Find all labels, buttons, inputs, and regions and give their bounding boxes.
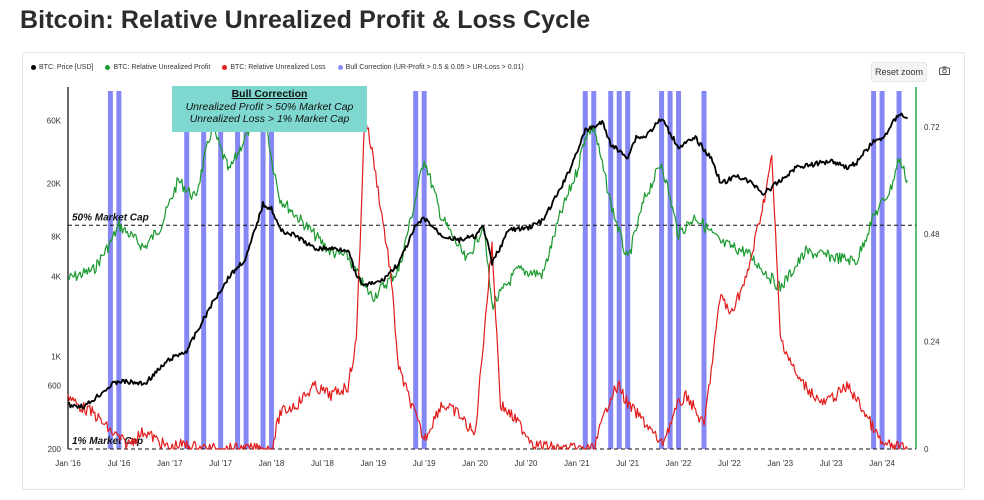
x-tick-label: Jan '17 — [157, 459, 183, 468]
bull-correction-band — [676, 91, 682, 449]
chart-svg: 200 600 1K 4K 8K 20K 60K 0 0.24 0.48 0.72 Jan '16 Ju… — [47, 87, 940, 468]
bull-correction-band — [591, 91, 597, 449]
x-tick-label: Jan '23 — [768, 459, 794, 468]
y-left-tick-label: 4K — [51, 272, 61, 281]
bull-correction-band — [235, 91, 241, 449]
x-tick-label: Jul '18 — [311, 459, 334, 468]
legend-item-profit[interactable]: BTC: Relative Unrealized Profit — [105, 64, 210, 71]
y-left-tick-label: 20K — [47, 180, 62, 189]
bull-correction-band — [201, 91, 207, 449]
y-right-tick-label: 0.48 — [924, 230, 940, 239]
reference-line-label: 1% Market Cap — [72, 436, 143, 447]
camera-icon[interactable] — [939, 66, 950, 75]
legend-item-loss[interactable]: BTC: Relative Unrealized Loss — [222, 64, 326, 71]
legend-label-bull-correction: Bull Correction (UR-Profit > 0.5 & 0.05 … — [345, 64, 524, 71]
x-tick-label: Jul '21 — [616, 459, 639, 468]
bull-correction-band — [879, 91, 885, 449]
bull-correction-band — [616, 91, 622, 449]
bull-correction-band — [896, 91, 902, 449]
bull-correction-band — [116, 91, 122, 449]
bull-correction-band — [243, 91, 249, 449]
annotation-title: Bull Correction — [231, 88, 308, 100]
y-right-tick-label: 0 — [924, 445, 929, 454]
y-right-tick-label: 0.72 — [924, 123, 940, 132]
legend-item-price[interactable]: BTC: Price [USD] — [31, 64, 93, 71]
bull-correction-band — [659, 91, 665, 449]
series-line-price — [67, 112, 909, 410]
y-left-tick-label: 8K — [51, 232, 61, 241]
y-left-tick-label: 600 — [48, 382, 62, 391]
x-tick-label: Jan '21 — [564, 459, 590, 468]
bull-correction-band — [413, 91, 419, 449]
x-tick-label: Jul '23 — [820, 459, 843, 468]
page-title: Bitcoin: Relative Unrealized Profit & Lo… — [20, 6, 591, 34]
bull-correction-band — [871, 91, 877, 449]
y-left-tick-label: 1K — [51, 352, 61, 361]
x-tick-label: Jul '22 — [718, 459, 741, 468]
bull-correction-band — [667, 91, 673, 449]
bull-correction-annotation: Bull Correction Unrealized Profit > 50% … — [172, 86, 367, 132]
legend-label-price: BTC: Price [USD] — [39, 64, 94, 71]
reference-line-label: 50% Market Cap — [72, 212, 149, 223]
bull-correction-band — [582, 91, 588, 449]
x-tick-label: Jan '22 — [666, 459, 692, 468]
chart-panel: BTC: Price [USD] BTC: Relative Unrealize… — [22, 52, 965, 490]
bull-correction-band — [608, 91, 614, 449]
x-tick-label: Jul '16 — [107, 459, 130, 468]
x-tick-label: Jan '16 — [55, 459, 81, 468]
legend-label-profit: BTC: Relative Unrealized Profit — [113, 64, 211, 71]
y-left-tick-label: 60K — [47, 116, 62, 125]
x-tick-label: Jul '17 — [209, 459, 232, 468]
x-tick-label: Jul '20 — [514, 459, 537, 468]
series-line-loss — [67, 116, 909, 450]
bull-correction-band — [107, 91, 113, 449]
legend-item-bull-correction[interactable]: Bull Correction (UR-Profit > 0.5 & 0.05 … — [337, 64, 524, 71]
bull-correction-band — [260, 91, 266, 449]
x-tick-label: Jan '20 — [462, 459, 488, 468]
bull-correction-band — [625, 91, 631, 449]
y-right-tick-label: 0.24 — [924, 338, 940, 347]
series-line-profit — [67, 98, 909, 311]
bull-correction-band — [184, 91, 190, 449]
legend-dot-price — [31, 65, 36, 70]
legend: BTC: Price [USD] BTC: Relative Unrealize… — [31, 64, 524, 71]
bull-correction-band — [421, 91, 427, 449]
bull-correction-band — [269, 91, 275, 449]
legend-label-loss: BTC: Relative Unrealized Loss — [230, 64, 326, 71]
reset-zoom-button[interactable]: Reset zoom — [871, 62, 927, 82]
y-left-tick-label: 200 — [48, 445, 62, 454]
bull-correction-band — [218, 91, 224, 449]
bull-correction-band — [701, 91, 707, 449]
x-tick-label: Jul '19 — [413, 459, 436, 468]
x-tick-label: Jan '24 — [869, 459, 895, 468]
x-tick-label: Jan '18 — [259, 459, 285, 468]
x-tick-label: Jan '19 — [361, 459, 387, 468]
annotation-line-2: Unrealized Loss > 1% Market Cap — [189, 113, 350, 125]
annotation-line-1: Unrealized Profit > 50% Market Cap — [185, 100, 354, 113]
legend-dot-profit — [105, 65, 111, 70]
legend-dot-loss — [222, 65, 228, 70]
legend-dot-bull-correction — [337, 65, 343, 70]
